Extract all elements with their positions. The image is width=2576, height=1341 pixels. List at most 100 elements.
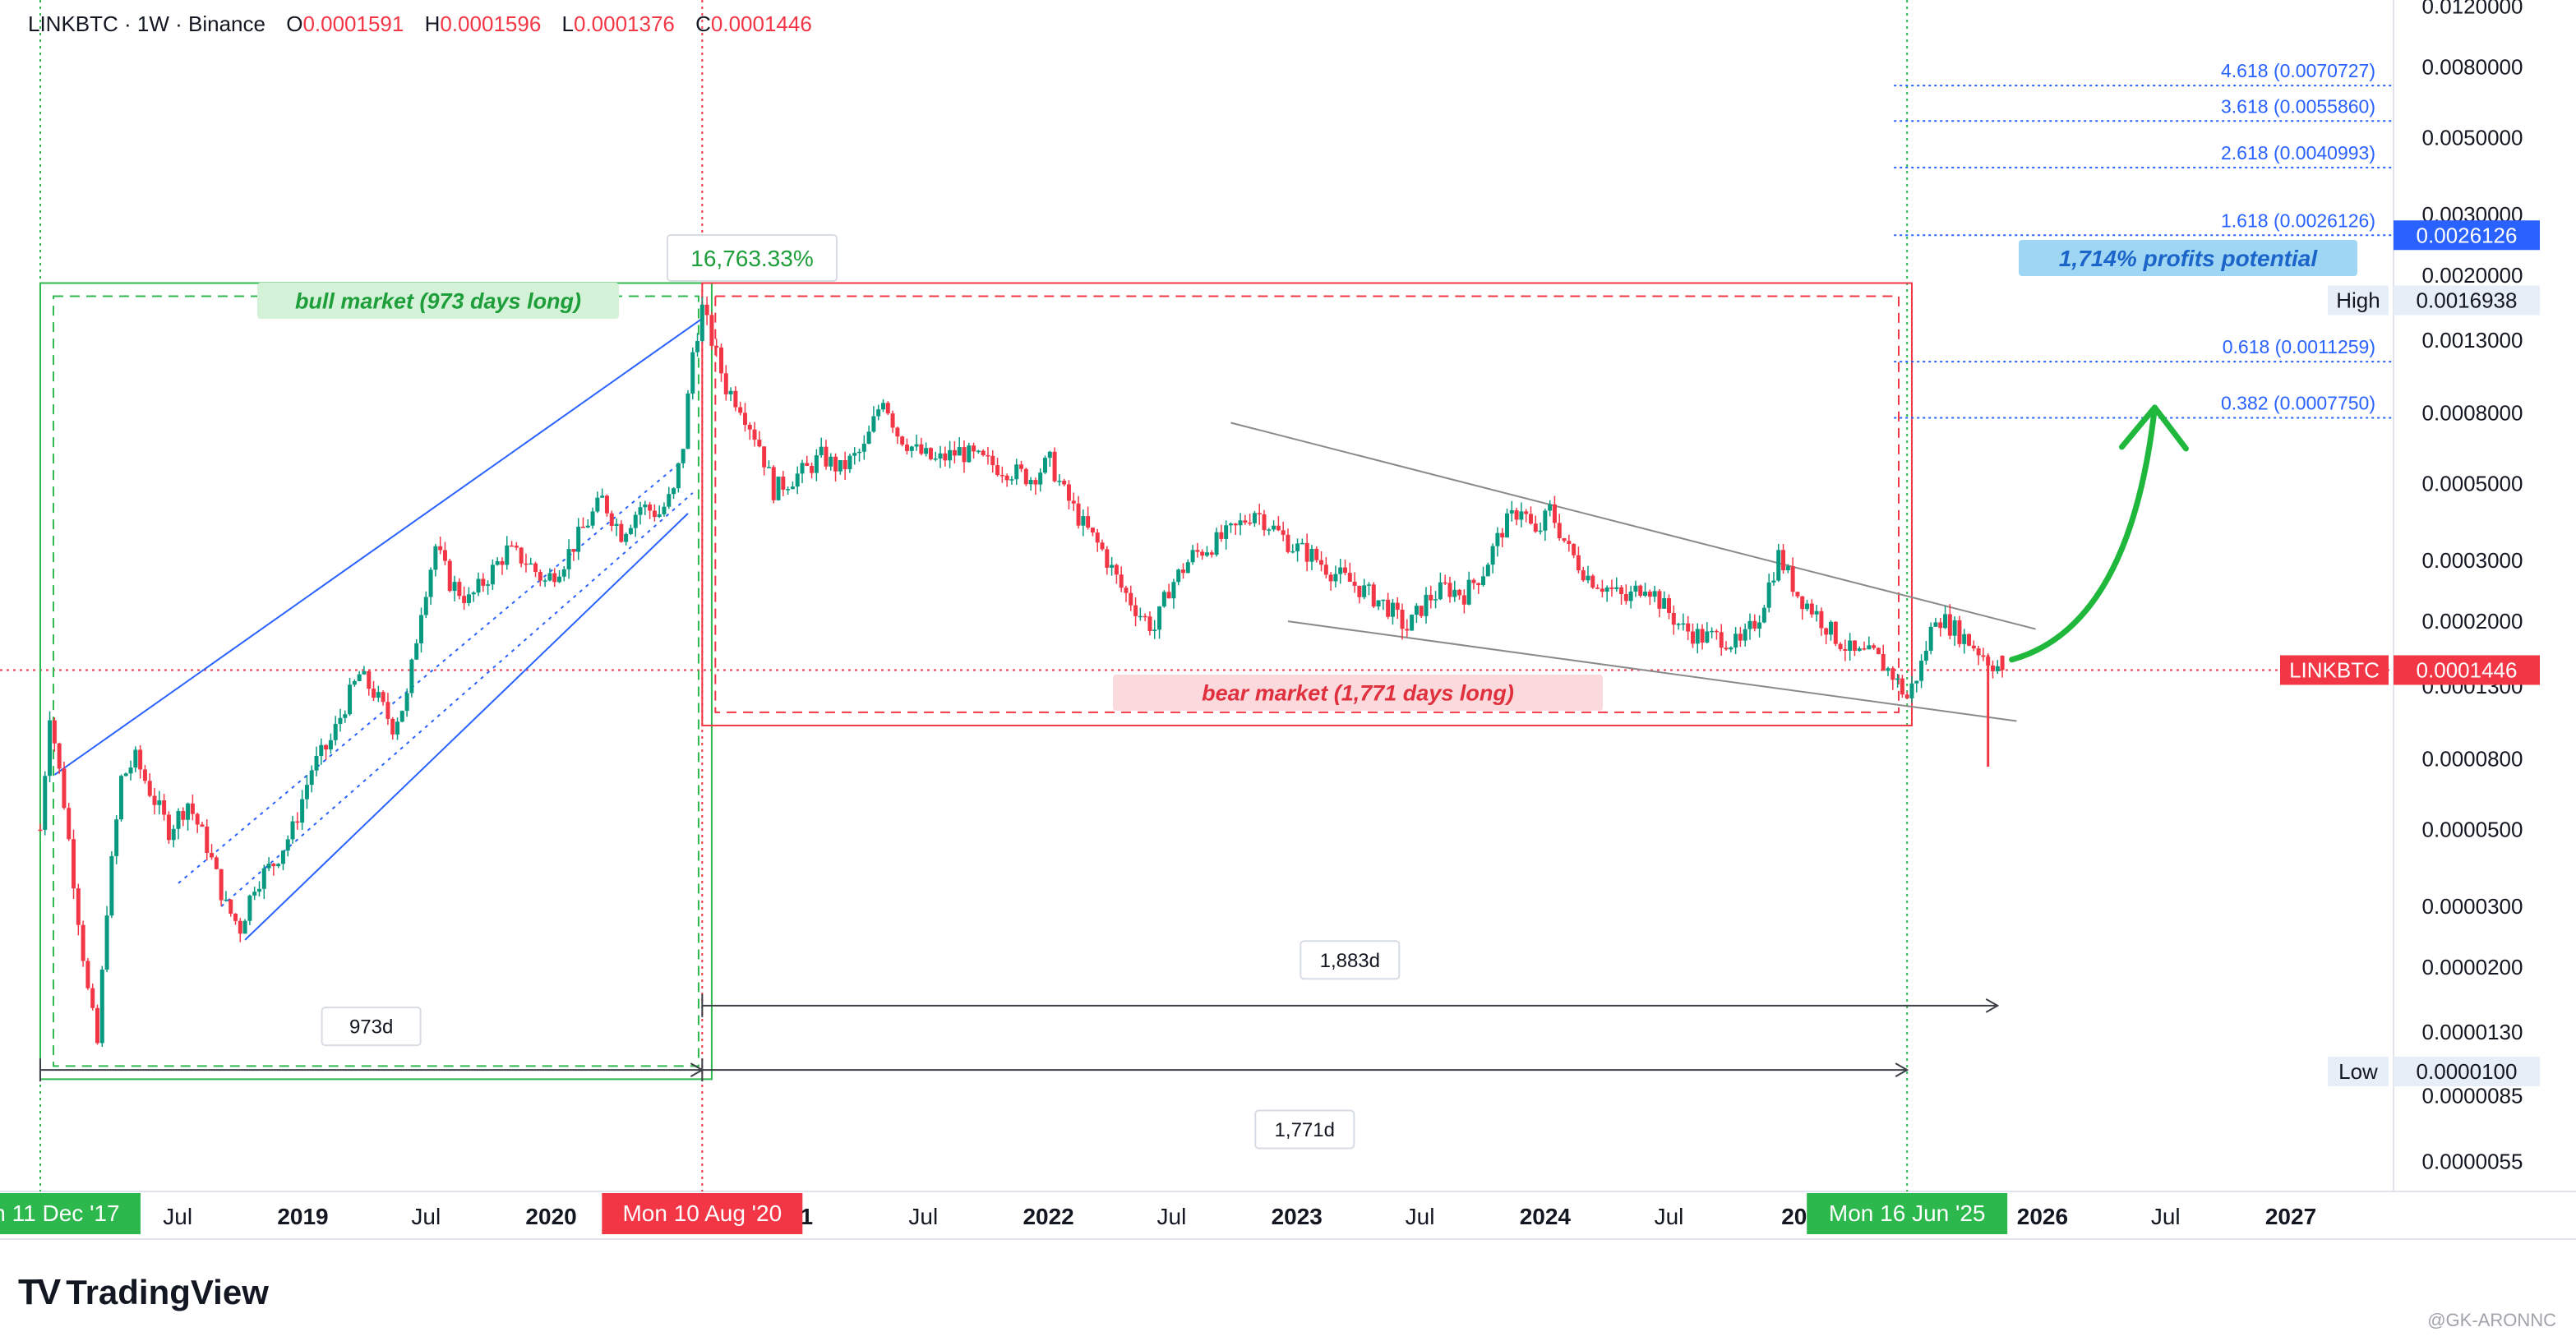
candle-body-147 <box>738 407 743 413</box>
candle-body-15 <box>109 855 114 916</box>
candle-body-378 <box>1838 643 1843 650</box>
candle-body-63 <box>338 717 343 724</box>
candle-body-24 <box>152 795 157 805</box>
range-label-0: 973d <box>349 1016 393 1039</box>
candle-body-354 <box>1724 647 1729 650</box>
candle-body-192 <box>952 449 957 456</box>
candle-body-4 <box>57 743 62 769</box>
peak-gain-label-bg <box>667 234 838 282</box>
candle-body-156 <box>781 477 786 490</box>
peak-gain-label: 16,763.33% <box>690 246 813 271</box>
candle-body-100 <box>514 546 519 548</box>
candle-body-398 <box>1933 622 1938 627</box>
candle-body-169 <box>843 460 847 470</box>
bull-market-label: bull market (973 days long) <box>295 289 581 314</box>
candle-body-383 <box>1862 648 1867 650</box>
candle-body-394 <box>1914 680 1919 684</box>
y-tick-14: 0.0000200 <box>2422 955 2523 979</box>
candle-body-385 <box>1872 645 1877 648</box>
symbol-label[interactable]: LINKBTC · 1W · Binance <box>28 12 265 36</box>
price-tag-bg-1 <box>2394 285 2540 316</box>
candle-body-209 <box>1033 480 1038 485</box>
candle-body-319 <box>1557 523 1562 538</box>
price-tag-3: 0.0000100 <box>2417 1059 2518 1084</box>
candle-body-279 <box>1366 584 1371 586</box>
candle-body-90 <box>466 594 471 603</box>
candle-body-26 <box>162 800 167 815</box>
range-arrow-2 <box>1985 998 2000 1013</box>
candle-body-316 <box>1543 510 1548 531</box>
candle-body-141 <box>709 315 714 346</box>
candle-body-148 <box>742 412 747 426</box>
candle-body-101 <box>519 547 524 564</box>
date-tag-1: Mon 10 Aug '20 <box>622 1200 782 1226</box>
tradingview-logo[interactable]: TV TradingView <box>18 1272 269 1313</box>
candle-body-152 <box>762 446 767 468</box>
candle-body-72 <box>381 692 385 703</box>
candle-body-351 <box>1710 630 1715 633</box>
candle-body-277 <box>1357 585 1362 597</box>
candle-body-311 <box>1519 511 1524 520</box>
price-tag-name-1: High <box>2336 288 2380 312</box>
candle-body-286 <box>1400 609 1405 629</box>
y-tick-2: 0.0050000 <box>2422 126 2523 150</box>
candle-body-46 <box>256 888 261 892</box>
candle-body-384 <box>1867 645 1872 650</box>
candle-body-294 <box>1438 582 1443 600</box>
fib-label-0: 4.618 (0.0070727) <box>2221 60 2375 81</box>
candle-body-332 <box>1619 587 1624 595</box>
candle-body-247 <box>1214 532 1219 555</box>
candle-body-216 <box>1066 484 1071 501</box>
candle-body-76 <box>399 711 404 722</box>
candle-body-185 <box>919 444 924 454</box>
x-tick-13: 2026 <box>2017 1204 2068 1229</box>
candle-body-265 <box>1300 542 1304 545</box>
candle-body-226 <box>1114 565 1119 575</box>
candle-body-262 <box>1286 534 1290 552</box>
candle-body-399 <box>1938 622 1943 629</box>
candle-body-84 <box>438 546 443 551</box>
candle-body-307 <box>1500 532 1505 538</box>
candle-body-330 <box>1609 588 1614 589</box>
close-label: C <box>695 12 711 36</box>
candle-body-204 <box>1009 479 1014 481</box>
candle-body-129 <box>652 510 657 518</box>
candle-body-93 <box>481 578 486 586</box>
candle-body-157 <box>786 489 791 491</box>
candle-body-293 <box>1433 599 1438 601</box>
wedge-lower-line <box>1287 620 2017 722</box>
bear-market-box <box>701 282 1913 726</box>
candle-body-108 <box>552 573 557 583</box>
bull-market-label-bg <box>257 283 619 319</box>
candle-body-171 <box>852 453 857 456</box>
candle-body-375 <box>1824 628 1829 635</box>
candle-body-298 <box>1457 589 1462 596</box>
price-tag-bg-0 <box>2394 220 2540 251</box>
candle-body-21 <box>138 749 143 770</box>
candle-body-36 <box>210 853 215 858</box>
candle-body-320 <box>1562 537 1567 541</box>
candle-body-335 <box>1633 585 1638 592</box>
candle-body-81 <box>423 597 428 615</box>
tradingview-wordmark: TradingView <box>66 1273 269 1311</box>
candle-body-29 <box>176 811 181 829</box>
channel-mid-line-2 <box>220 492 694 907</box>
candle-body-104 <box>533 563 538 573</box>
range-label-1-bg <box>1254 1109 1355 1150</box>
x-tick-15: 2027 <box>2265 1204 2316 1229</box>
candle-body-214 <box>1057 481 1062 482</box>
candle-body-299 <box>1461 595 1466 605</box>
candle-body-243 <box>1195 550 1200 552</box>
candle-body-12 <box>95 1007 99 1044</box>
candle-body-8 <box>76 888 81 925</box>
candle-body-231 <box>1138 615 1143 618</box>
candle-body-387 <box>1881 654 1886 671</box>
candle-body-391 <box>1900 678 1904 695</box>
candle-body-267 <box>1309 548 1314 562</box>
candle-body-198 <box>981 450 986 455</box>
candle-body-212 <box>1047 451 1052 459</box>
candle-body-203 <box>1004 475 1009 481</box>
candle-body-134 <box>676 463 681 489</box>
candle-body-273 <box>1338 567 1343 574</box>
